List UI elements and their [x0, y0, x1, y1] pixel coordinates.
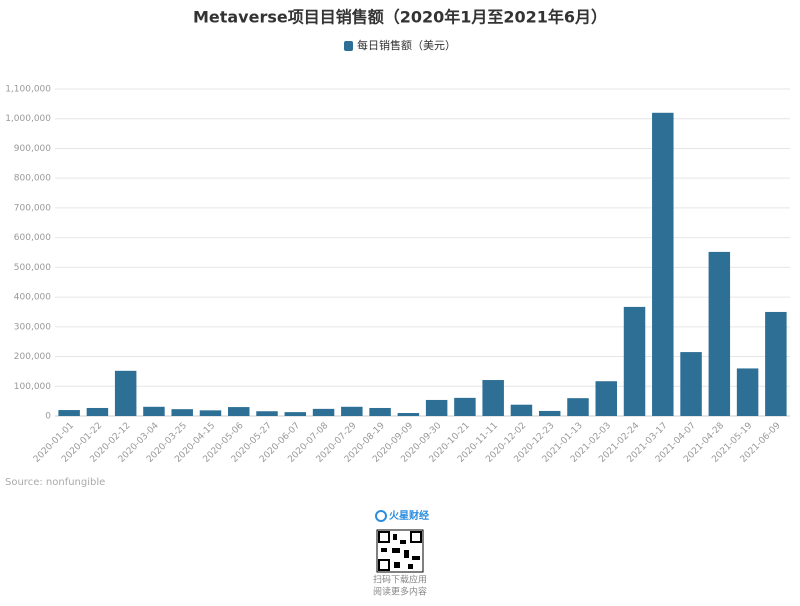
y-tick-label: 1,000,000 — [5, 114, 51, 124]
y-tick-label: 1,100,000 — [5, 85, 51, 95]
bar — [425, 399, 448, 416]
y-tick-label: 700,000 — [14, 203, 51, 213]
bar — [114, 370, 137, 416]
bar — [228, 407, 250, 416]
bar — [171, 409, 193, 416]
bar — [397, 413, 420, 416]
bar — [623, 306, 646, 416]
footer-logo: 火星财经 — [375, 509, 429, 522]
bar — [680, 352, 702, 416]
y-tick-label: 900,000 — [14, 144, 51, 154]
qr-code — [376, 529, 424, 573]
bar — [284, 412, 307, 416]
bar — [256, 411, 278, 416]
bar — [538, 410, 561, 416]
bar — [595, 381, 617, 416]
bar — [312, 408, 335, 416]
y-tick-label: 500,000 — [14, 263, 51, 273]
source: Source: nonfungible — [5, 477, 105, 488]
bar — [510, 404, 533, 416]
y-tick-label: 100,000 — [14, 382, 51, 392]
bar — [454, 397, 476, 416]
bar — [86, 407, 109, 416]
bar — [369, 407, 391, 416]
legend-label: 每日销售额（美元） — [357, 38, 456, 52]
y-tick-label: 800,000 — [14, 174, 51, 184]
bar — [58, 410, 80, 416]
bar — [652, 112, 674, 417]
y-tick-label: 200,000 — [14, 352, 51, 362]
y-tick-label: 600,000 — [14, 233, 51, 243]
y-tick-label: 300,000 — [14, 322, 51, 332]
bar — [765, 311, 787, 416]
bar — [143, 406, 165, 416]
chart-title: Metaverse项目目销售额（2020年1月至2021年6月） — [193, 8, 607, 27]
bar — [341, 406, 363, 416]
bar — [199, 410, 222, 416]
brand: 火星财经 — [389, 509, 429, 522]
footer-line: 扫码下载应用 — [373, 574, 427, 586]
bar — [708, 251, 731, 416]
footer-line: 阅读更多内容 — [373, 586, 427, 598]
bar — [567, 398, 589, 416]
legend-swatch — [344, 41, 353, 51]
y-tick-label: 0 — [45, 412, 51, 422]
bar — [736, 368, 759, 416]
bar — [482, 380, 504, 416]
y-tick-label: 400,000 — [14, 293, 51, 303]
